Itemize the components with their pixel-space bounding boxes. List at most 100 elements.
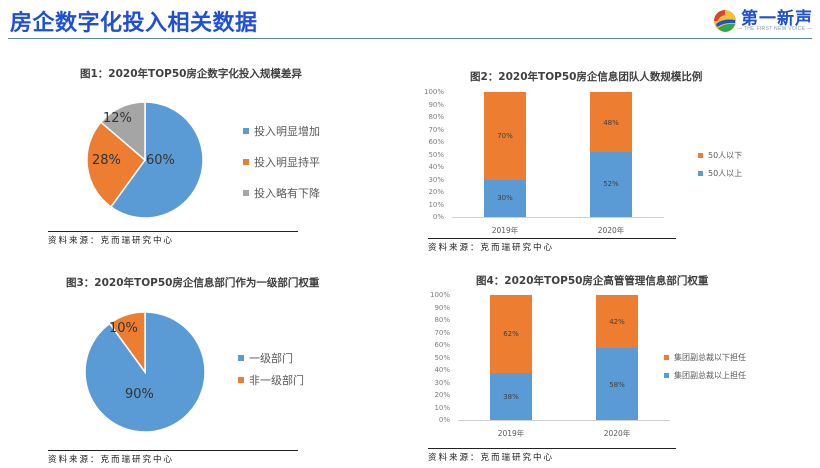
y-tick: 40%: [428, 163, 444, 171]
x-tick: 2020年: [603, 429, 631, 438]
y-tick: 80%: [428, 113, 444, 121]
logo-emblem-icon: [714, 10, 736, 32]
y-tick: 100%: [423, 88, 444, 96]
pie-label-non-primary: 10%: [109, 321, 138, 336]
legend-item: 投入明显增加: [243, 123, 320, 139]
pie-slice-decrease: [99, 101, 146, 162]
legend-label: 集团副总裁以上担任: [674, 371, 746, 380]
y-tick: 30%: [428, 175, 444, 184]
bar-segment-orange: 70%: [484, 92, 526, 180]
legend-swatch-orange: [698, 153, 703, 158]
x-tick: 2019年: [491, 226, 519, 235]
pie-slice-flat: [86, 121, 147, 208]
bar-segment-blue: 58%: [596, 347, 638, 420]
figure-1: 图1：2020年TOP50房企数字化投入规模差异 60% 28% 12% 投入明…: [40, 60, 340, 250]
y-tick: 10%: [434, 403, 450, 412]
figure-4-legend: 集团副总裁以下担任 集团副总裁以上担任: [664, 352, 746, 381]
bar-segment-blue: 52%: [590, 152, 632, 217]
figure-2-legend: 50人以下 50人以上: [698, 150, 742, 179]
page-title: 房企数字化投入相关数据: [10, 11, 258, 36]
legend-swatch-orange: [664, 355, 669, 360]
bar-value-label: 62%: [503, 330, 519, 338]
y-tick: 20%: [434, 391, 450, 399]
source-divider: [428, 448, 676, 449]
logo-subtext: — THE FIRST NEW VOICE —: [737, 26, 813, 32]
legend-swatch-gray: [243, 190, 249, 196]
source-note: 资料来源：克而瑞研究中心: [428, 453, 555, 463]
bar-segment-orange: 62%: [490, 295, 532, 373]
y-tick: 40%: [434, 366, 450, 374]
figure-3-legend: 一级部门 非一级部门: [238, 350, 304, 388]
bar-value-label: 38%: [503, 392, 519, 401]
y-tick: 90%: [428, 100, 444, 109]
y-tick: 60%: [434, 341, 450, 349]
pie-label-primary: 90%: [125, 387, 154, 402]
figure-2-title: 图2：2020年TOP50房企信息团队人数规模比例: [470, 71, 703, 83]
bar-segment-blue: 30%: [484, 179, 526, 217]
y-tick: 100%: [429, 291, 450, 299]
bar-2019: 70% 30%: [484, 92, 526, 217]
source-note: 资料来源：克而瑞研究中心: [48, 236, 175, 246]
figure-1-title: 图1：2020年TOP50房企数字化投入规模差异: [80, 68, 302, 80]
logo-text: 第一新声: [741, 9, 813, 29]
source-note: 资料来源：克而瑞研究中心: [48, 455, 175, 465]
legend-label: 投入明显持平: [254, 156, 320, 169]
legend-item: 投入明显持平: [243, 154, 320, 170]
legend-label: 一级部门: [249, 352, 293, 365]
logo: 第一新声 — THE FIRST NEW VOICE —: [713, 4, 813, 36]
y-tick: 70%: [428, 125, 444, 134]
legend-swatch-blue: [664, 373, 669, 378]
y-tick: 0%: [438, 416, 450, 424]
legend-item: 非一级部门: [238, 372, 304, 388]
bar-segment-orange: 42%: [596, 295, 638, 348]
figure-3-pie-chart: [84, 311, 206, 433]
legend-swatch-orange: [238, 377, 244, 383]
x-axis-line: [458, 420, 670, 421]
figure-2: 图2：2020年TOP50房企信息团队人数规模比例 100% 90% 80% 7…: [420, 60, 810, 260]
y-tick: 70%: [434, 328, 450, 337]
legend-swatch-orange: [243, 159, 249, 165]
bar-2019: 62% 38%: [490, 295, 532, 420]
bar-segment-orange: 48%: [590, 92, 632, 152]
pie-slice-increase: [109, 101, 204, 219]
x-axis-line: [452, 217, 664, 218]
bar-value-label: 70%: [497, 132, 513, 140]
bar-2020: 42% 58%: [596, 295, 638, 420]
figure-1-legend: 投入明显增加 投入明显持平 投入略有下降: [243, 123, 320, 201]
legend-item: 集团副总裁以下担任: [664, 352, 746, 363]
legend-label: 集团副总裁以下担任: [674, 353, 746, 362]
bar-value-label: 52%: [603, 180, 619, 188]
figure-3-title: 图3：2020年TOP50房企信息部门作为一级部门权重: [66, 277, 320, 289]
figure-4-title: 图4：2020年TOP50房企高管管理信息部门权重: [476, 275, 709, 287]
x-tick: 2019年: [497, 429, 525, 438]
bar-segment-blue: 38%: [490, 372, 532, 420]
y-tick: 30%: [434, 378, 450, 387]
bar-value-label: 58%: [609, 380, 625, 389]
source-divider: [48, 450, 298, 451]
bar-value-label: 42%: [609, 318, 625, 326]
figure-3: 图3：2020年TOP50房企信息部门作为一级部门权重 90% 10% 一级部门…: [40, 265, 340, 465]
header-divider: [8, 38, 812, 39]
y-tick: 50%: [434, 353, 450, 362]
pie-slice-non-primary: [108, 311, 146, 375]
legend-label: 50人以上: [708, 169, 743, 178]
y-tick: 60%: [428, 138, 444, 146]
x-tick: 2020年: [597, 226, 625, 235]
figure-4: 图4：2020年TOP50房企高管管理信息部门权重 100% 90% 80% 7…: [420, 265, 810, 465]
source-divider: [428, 238, 676, 239]
bar-value-label: 30%: [497, 193, 513, 202]
pie-label-decrease: 12%: [103, 111, 132, 126]
legend-item: 50人以上: [698, 168, 742, 179]
pie-label-increase: 60%: [146, 153, 175, 168]
legend-swatch-blue: [698, 171, 703, 176]
legend-label: 50人以下: [708, 151, 743, 160]
figure-1-pie-chart: [86, 101, 204, 219]
legend-label: 投入略有下降: [254, 187, 320, 200]
pie-label-flat: 28%: [92, 153, 121, 168]
legend-item: 一级部门: [238, 350, 304, 366]
y-tick: 80%: [434, 316, 450, 324]
y-tick: 90%: [434, 303, 450, 312]
bar-value-label: 48%: [603, 119, 619, 127]
source-note: 资料来源：克而瑞研究中心: [428, 243, 555, 253]
y-tick: 20%: [428, 188, 444, 196]
